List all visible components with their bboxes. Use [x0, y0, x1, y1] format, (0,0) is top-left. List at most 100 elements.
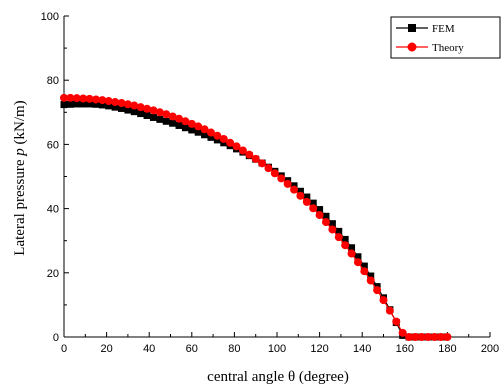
data-point-fem	[79, 100, 87, 108]
data-point-theory	[79, 94, 88, 103]
data-point-theory	[60, 93, 68, 102]
data-point-theory	[270, 169, 279, 178]
data-point-fem	[175, 121, 183, 129]
data-point-fem	[341, 235, 349, 243]
data-point-fem	[335, 227, 343, 235]
data-point-fem	[322, 212, 330, 220]
series-line-theory	[64, 97, 448, 338]
data-point-theory	[72, 94, 81, 103]
data-point-theory	[213, 131, 222, 140]
data-point-theory	[98, 96, 107, 105]
data-point-fem	[60, 101, 68, 109]
data-point-theory	[117, 98, 126, 107]
data-point-theory	[373, 286, 382, 295]
data-point-fem	[316, 206, 324, 214]
y-tick-label: 60	[47, 139, 59, 151]
data-point-fem	[124, 106, 132, 114]
data-point-theory	[353, 258, 362, 267]
data-point-fem	[130, 108, 138, 116]
data-point-fem	[303, 193, 311, 201]
legend-marker-theory	[407, 42, 417, 52]
data-point-fem	[169, 119, 177, 127]
data-point-theory	[104, 97, 113, 106]
data-point-theory	[155, 108, 164, 117]
data-point-fem	[188, 126, 196, 134]
data-point-fem	[105, 102, 113, 110]
x-tick-label: 140	[353, 343, 371, 355]
data-point-fem	[111, 103, 119, 111]
data-point-theory	[405, 333, 414, 341]
data-point-theory	[290, 185, 299, 194]
x-tick-label: 200	[481, 343, 499, 355]
x-tick-label: 40	[143, 343, 155, 355]
data-point-theory	[366, 276, 375, 285]
data-point-theory	[123, 100, 132, 109]
x-tick-label: 160	[396, 343, 414, 355]
x-tick-label: 120	[310, 343, 328, 355]
data-point-theory	[315, 211, 324, 220]
data-point-fem	[360, 262, 368, 270]
data-point-fem	[73, 100, 81, 108]
data-point-theory	[411, 333, 420, 341]
data-point-theory	[424, 333, 433, 341]
data-point-theory	[245, 150, 254, 159]
data-point-theory	[277, 174, 286, 183]
legend-box	[390, 16, 501, 59]
data-point-theory	[85, 94, 94, 103]
data-point-theory	[309, 204, 318, 213]
y-axis-title-suffix: (kN/m)	[12, 100, 28, 148]
data-point-theory	[264, 164, 273, 173]
y-tick-label: 40	[47, 204, 59, 216]
x-tick-label: 20	[100, 343, 112, 355]
data-point-theory	[392, 317, 401, 326]
data-point-theory	[206, 128, 215, 137]
data-point-fem	[118, 104, 126, 112]
data-point-theory	[437, 333, 446, 341]
data-point-fem	[201, 131, 209, 139]
x-tick-label: 0	[61, 343, 67, 355]
data-point-fem	[66, 100, 74, 108]
data-point-theory	[162, 110, 171, 119]
legend-label-fem: FEM	[432, 23, 455, 35]
data-point-fem	[137, 110, 145, 118]
data-point-theory	[66, 93, 75, 102]
data-point-theory	[258, 159, 267, 168]
y-axis-title-prefix: Lateral pressure	[12, 156, 28, 256]
data-point-fem	[213, 136, 221, 144]
data-point-theory	[143, 104, 152, 113]
legend-label-theory: Theory	[432, 42, 464, 54]
data-point-theory	[341, 241, 350, 250]
data-point-theory	[232, 142, 241, 151]
data-point-theory	[136, 103, 145, 112]
data-point-theory	[283, 179, 292, 188]
data-point-fem	[328, 220, 336, 228]
x-tick-label: 100	[268, 343, 286, 355]
data-point-theory	[334, 233, 343, 242]
legend-marker-fem	[408, 24, 416, 32]
axes: 0 20 40 60 80 100 120 140 160 180 200 0 20 40 60 80 100	[41, 11, 500, 355]
data-point-theory	[347, 249, 356, 258]
data-point-theory	[398, 328, 407, 337]
series-layer	[60, 93, 452, 341]
data-point-theory	[200, 125, 209, 134]
data-point-fem	[162, 117, 170, 125]
data-point-fem	[86, 100, 94, 108]
data-point-theory	[175, 114, 184, 123]
data-point-theory	[226, 138, 235, 147]
series-fem	[60, 100, 449, 341]
series-theory	[60, 93, 452, 341]
data-point-fem	[181, 124, 189, 132]
data-point-theory	[417, 333, 426, 341]
data-point-theory	[385, 306, 394, 315]
data-point-theory	[238, 146, 247, 155]
data-point-fem	[92, 100, 100, 108]
data-point-fem	[143, 112, 151, 120]
data-point-theory	[302, 197, 311, 206]
legend: FEM Theory	[390, 16, 501, 59]
data-point-theory	[379, 296, 388, 305]
data-point-theory	[130, 101, 139, 110]
y-tick-label: 100	[41, 11, 59, 23]
x-tick-label: 60	[186, 343, 198, 355]
y-axis-title: Lateral pressure p (kN/m)	[12, 100, 28, 255]
